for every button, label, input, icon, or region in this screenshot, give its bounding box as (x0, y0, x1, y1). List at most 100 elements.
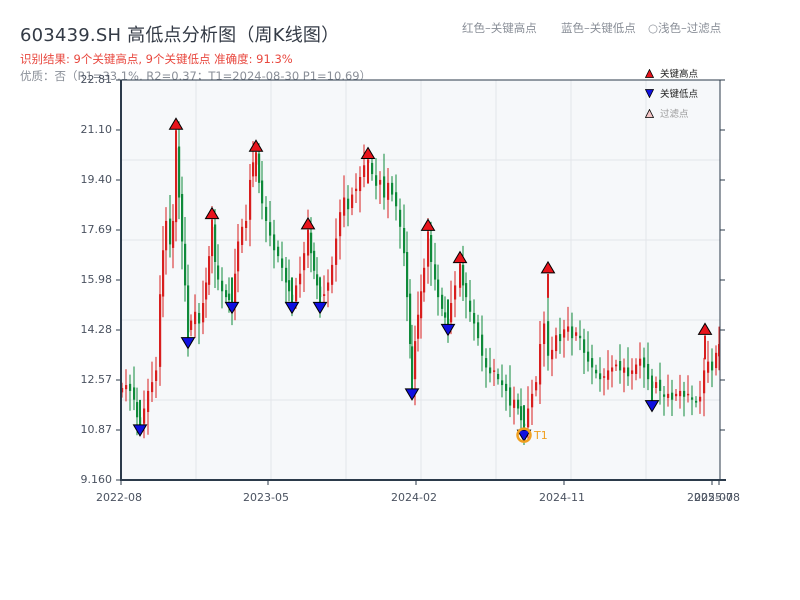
candle-body (489, 367, 492, 374)
candle-body (675, 393, 678, 397)
candle-body (217, 265, 220, 280)
candle-body (395, 192, 398, 207)
candle-body (699, 396, 702, 402)
key-high-marker (248, 139, 264, 152)
candle-body (316, 274, 319, 286)
key-high-marker (420, 218, 436, 231)
candle-body (509, 387, 512, 406)
candle-body (647, 363, 650, 380)
candle-body (718, 344, 721, 357)
candle-body (184, 243, 187, 286)
y-tick-label: 21.10 (80, 123, 113, 136)
candle-body (351, 194, 354, 209)
candle-body (462, 264, 465, 286)
candle-body (635, 364, 638, 374)
candle-body (711, 361, 714, 371)
x-tick-label: 2024-11 (539, 491, 585, 504)
candle-body (501, 380, 504, 386)
candle-body (441, 294, 444, 309)
legend-key-low: 关键低点 (645, 86, 698, 100)
candle-body (249, 179, 252, 220)
key-low-marker (516, 429, 532, 443)
y-tick-label: 19.40 (80, 173, 113, 186)
candle-body (643, 357, 646, 368)
candle-body (639, 358, 642, 366)
candle-body (175, 147, 178, 223)
x-tick-label: 2025-07 (687, 491, 733, 504)
candle-body (147, 390, 150, 413)
candle-body (595, 369, 598, 374)
candle-body (281, 258, 284, 268)
candle-body (208, 256, 211, 285)
candle-body (465, 283, 468, 298)
candle-body (323, 294, 326, 296)
candle-body (288, 280, 291, 292)
candle-body (513, 399, 516, 408)
candle-body (563, 329, 566, 338)
candle-body (505, 383, 508, 391)
candle-body (567, 326, 570, 332)
candle-body (707, 361, 710, 373)
x-tick-label: 2023-05 (243, 491, 289, 504)
candle-body (655, 382, 658, 388)
candle-body (520, 406, 523, 421)
candle-body (591, 358, 594, 368)
candle-body (339, 212, 342, 237)
candle-body (343, 197, 346, 216)
candle-body (159, 294, 162, 367)
candle-body (497, 373, 500, 380)
candle-body (228, 293, 231, 301)
candle-body (615, 364, 618, 367)
candle-body (583, 339, 586, 353)
candle-body (136, 402, 139, 418)
key-high-marker (300, 216, 316, 230)
candle-body (383, 176, 386, 198)
legend-key-high-label: 关键高点 (660, 69, 699, 80)
candle-body (417, 314, 420, 339)
candle-body (539, 344, 542, 385)
y-tick-label: 17.69 (80, 223, 113, 236)
candle-body (434, 264, 437, 280)
candle-body (190, 320, 193, 330)
top-legend-light: ○浅色–过滤点 (648, 21, 722, 35)
key-low-marker (132, 424, 148, 437)
candle-body (555, 335, 558, 352)
candle-body (603, 376, 606, 378)
key-high-marker (452, 250, 468, 264)
key-high-marker (168, 117, 184, 130)
y-tick-label: 15.98 (80, 273, 113, 286)
candle-body (551, 349, 554, 360)
candle-body (531, 393, 534, 408)
candle-body (409, 293, 412, 345)
candle-body (295, 285, 298, 302)
candle-body (406, 252, 409, 298)
page-title: 603439.SH 高低点分析图（周K线图） (20, 25, 340, 46)
y-tick-label: 9.160 (80, 473, 113, 486)
candle-body (285, 267, 288, 283)
candle-body (607, 370, 610, 380)
candle-body (187, 285, 190, 333)
candle-body (265, 206, 268, 221)
candle-body (481, 334, 484, 356)
candle-body (194, 311, 197, 325)
key-low-marker (440, 323, 456, 337)
candle-body (571, 326, 574, 339)
candle-body (411, 346, 414, 380)
top-legend-red: 红色–关键高点 (462, 21, 537, 35)
candle-body (473, 312, 476, 324)
y-tick-label: 10.87 (80, 423, 113, 436)
candle-body (162, 250, 165, 297)
candle-body (579, 335, 582, 339)
candle-body (214, 224, 217, 262)
triangle-up-hollow-icon (645, 108, 654, 118)
candle-body (143, 408, 146, 424)
key-low-marker (224, 301, 240, 315)
candle-body (679, 390, 682, 397)
candle-body (241, 226, 244, 245)
candle-body (245, 220, 248, 228)
candle-body (371, 162, 374, 175)
result-summary: 识别结果: 9个关键高点, 9个关键低点 准确度: 91.3% (20, 52, 293, 66)
candle-body (631, 370, 634, 374)
candle-body (165, 220, 168, 251)
candle-body (527, 408, 530, 428)
